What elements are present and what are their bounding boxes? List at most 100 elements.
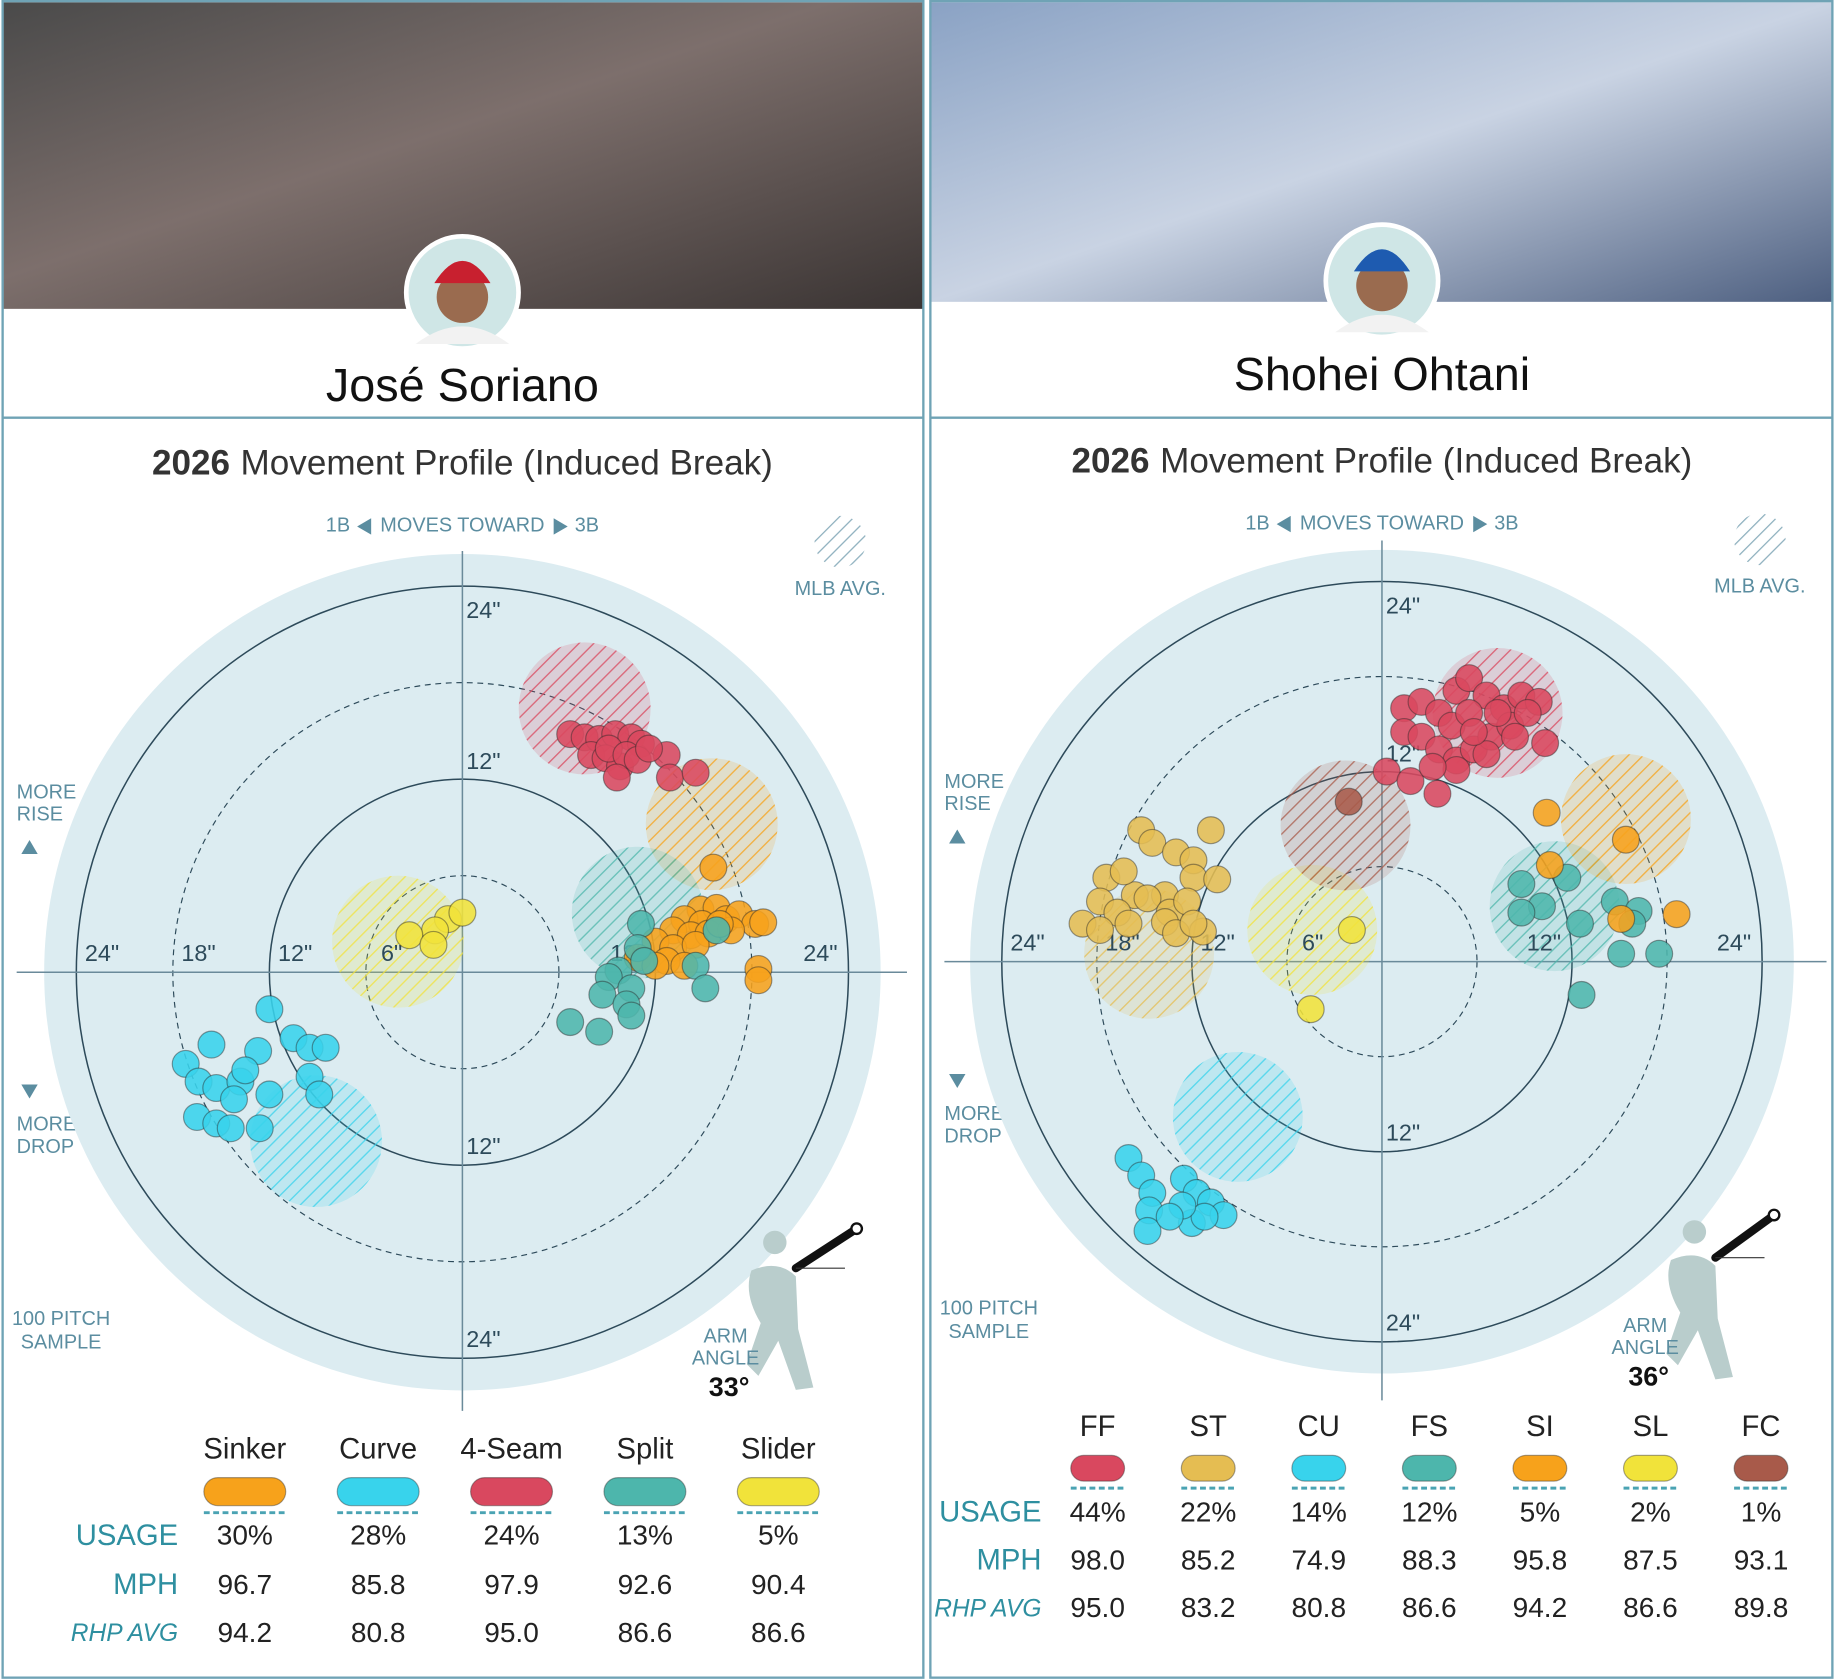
ring-label: 24" xyxy=(1010,929,1044,955)
pitch-dot xyxy=(1611,825,1640,854)
pitch-dot xyxy=(585,1017,614,1046)
y-dir-bottom: DROP xyxy=(17,1136,74,1158)
legend-name: Split xyxy=(616,1433,673,1465)
avg-label: MLB AVG. xyxy=(1714,576,1805,598)
legend-name: SL xyxy=(1633,1411,1669,1443)
legend-value: 95.0 xyxy=(484,1617,539,1648)
ring-label: 18" xyxy=(181,940,215,966)
season: 2026 xyxy=(1072,442,1150,481)
legend-value: 87.5 xyxy=(1623,1544,1678,1575)
legend-swatch xyxy=(1401,1454,1457,1482)
pitch-dot xyxy=(681,758,710,787)
legend-value: 28% xyxy=(350,1520,406,1551)
sample-label: 100 PITCH xyxy=(940,1297,1038,1319)
legend-name: Sinker xyxy=(203,1433,286,1465)
arm-angle-tip xyxy=(1767,1208,1781,1222)
pitch-dot xyxy=(617,1001,646,1030)
chart-title: 2026 Movement Profile (Induced Break) xyxy=(152,444,773,483)
pitch-dot xyxy=(1418,752,1447,781)
pitch-dot xyxy=(1531,729,1560,758)
ring-label: 24" xyxy=(85,940,119,966)
arm-angle-label: ANGLE xyxy=(1611,1337,1678,1359)
legend-name: Curve xyxy=(339,1433,417,1465)
mlb-avg-area xyxy=(1280,760,1411,891)
legend-swatch xyxy=(736,1477,820,1507)
arrow-down xyxy=(949,1073,966,1089)
y-dir-top: MORE xyxy=(944,771,1004,793)
avatar-body xyxy=(1335,314,1429,333)
pitch-dot xyxy=(1500,722,1530,751)
legend-name: FS xyxy=(1411,1411,1448,1443)
avatar-body xyxy=(415,326,510,344)
pitch-dot xyxy=(630,946,659,975)
y-dir-bottom: DROP xyxy=(944,1125,1001,1147)
legend-value: 89.8 xyxy=(1734,1592,1789,1623)
legend-value: 96.7 xyxy=(217,1569,272,1600)
pitch-dot xyxy=(1196,816,1225,845)
avatar-cap xyxy=(1353,249,1411,272)
pitch-dot xyxy=(1133,1216,1162,1246)
pitch-dot xyxy=(1565,909,1595,938)
legend-name: 4-Seam xyxy=(460,1433,562,1465)
pitch-dot xyxy=(1513,698,1542,728)
mlb-avg-area xyxy=(250,1075,382,1208)
ring-label: 24" xyxy=(803,940,837,966)
legend-swatch xyxy=(1622,1454,1678,1482)
pitch-dot xyxy=(1472,740,1501,769)
legend-value: 90.4 xyxy=(751,1569,806,1600)
pitch-dot xyxy=(305,1080,334,1109)
arrow-left xyxy=(1276,515,1291,533)
legend-name: SI xyxy=(1526,1411,1554,1443)
row-label: MPH xyxy=(977,1545,1042,1577)
legend-value: 80.8 xyxy=(351,1617,406,1648)
pitch-dot xyxy=(255,995,284,1024)
y-dir-top: RISE xyxy=(17,804,63,826)
row-label: USAGE xyxy=(939,1497,1041,1529)
arrow-right xyxy=(1473,515,1488,533)
legend-swatch xyxy=(1180,1454,1236,1482)
chart-title: 2026 Movement Profile (Induced Break) xyxy=(1072,442,1693,481)
pitch-dot xyxy=(1085,915,1115,945)
legend-value: 80.8 xyxy=(1291,1592,1346,1623)
arm-angle-label: ARM xyxy=(1623,1315,1667,1337)
pitch-dot xyxy=(1507,870,1536,899)
legend-value: 93.1 xyxy=(1734,1544,1789,1575)
pitch-dot xyxy=(626,909,655,938)
sample-label: 100 PITCH xyxy=(12,1308,110,1330)
legend-name: ST xyxy=(1190,1411,1227,1443)
y-dir-bottom: MORE xyxy=(17,1114,77,1136)
pitch-dot xyxy=(419,930,448,959)
pitch-dot xyxy=(1203,865,1232,894)
legend-swatch xyxy=(470,1477,554,1507)
pitch-dot xyxy=(219,1085,249,1114)
pitch-dot xyxy=(602,763,631,792)
pitch-dot xyxy=(556,1008,585,1037)
player-name: José Soriano xyxy=(326,359,599,411)
panel: Shohei Ohtani 2026 Movement Profile (Induc… xyxy=(929,0,1834,1679)
x-dir-right: 3B xyxy=(1494,512,1518,534)
sample-label: SAMPLE xyxy=(949,1321,1030,1343)
ring-label: 24" xyxy=(466,1326,500,1352)
pitch-dot xyxy=(655,763,684,792)
legend-value: 5% xyxy=(758,1520,799,1551)
avatar-face xyxy=(436,271,489,323)
y-dir-top: MORE xyxy=(17,781,77,803)
panel-border xyxy=(1,0,925,1679)
avg-key-hatch xyxy=(814,515,867,568)
legend-value: 85.2 xyxy=(1181,1544,1236,1575)
legend-name: Slider xyxy=(741,1433,816,1465)
avg-label: MLB AVG. xyxy=(795,578,886,600)
legend-value: 5% xyxy=(1520,1496,1561,1527)
x-dir-center: MOVES TOWARD xyxy=(380,515,544,537)
pitch-dot xyxy=(744,966,773,995)
pitch-dot xyxy=(1607,904,1636,933)
legend-value: 12% xyxy=(1401,1496,1457,1527)
legend-swatch xyxy=(1512,1454,1568,1482)
arrow-down xyxy=(21,1084,38,1099)
title-text: Movement Profile (Induced Break) xyxy=(1160,442,1692,481)
ring-label: 6" xyxy=(381,940,402,966)
legend-swatch xyxy=(336,1477,420,1507)
pitch-dot xyxy=(691,974,720,1003)
pitch-dot xyxy=(1337,915,1366,945)
x-dir-left: 1B xyxy=(1245,512,1269,534)
